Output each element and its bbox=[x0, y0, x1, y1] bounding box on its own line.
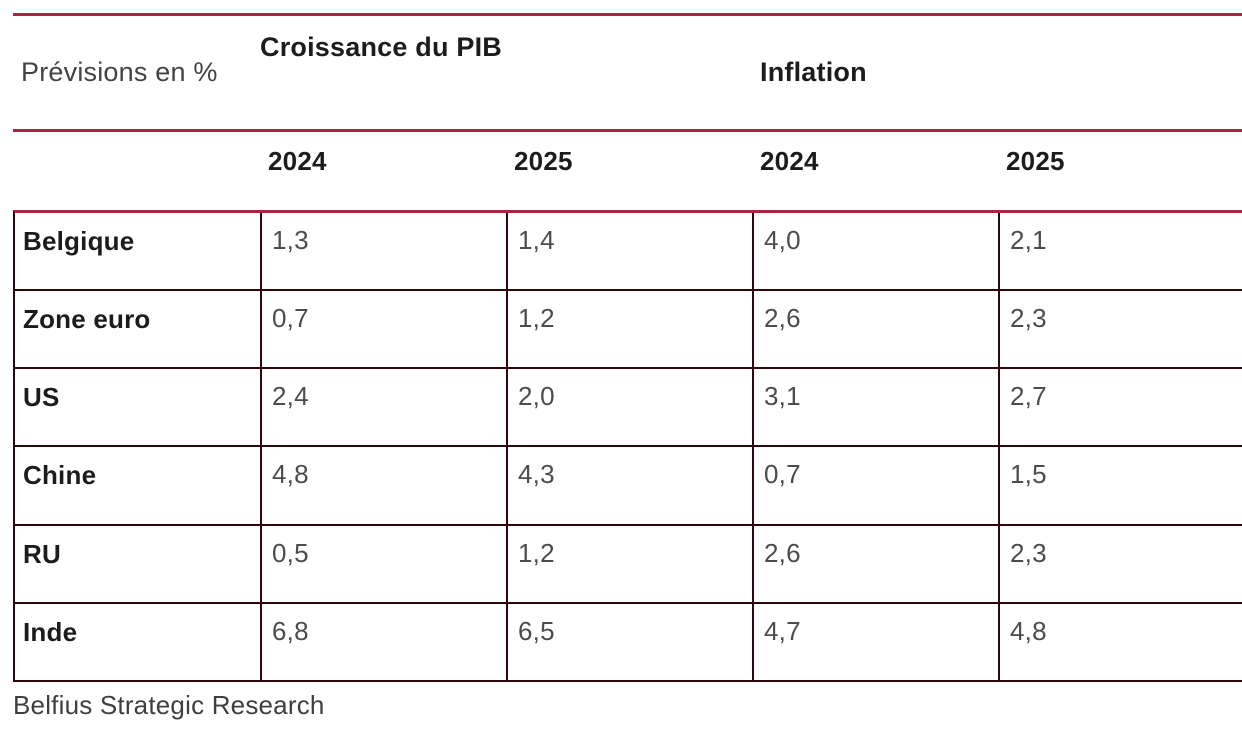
year-header-gdp-2024: 2024 bbox=[268, 146, 327, 176]
table-cell: 1,2 bbox=[506, 525, 752, 602]
top-accent-rule bbox=[13, 13, 1242, 16]
table-cell: 0,7 bbox=[260, 291, 506, 368]
source-caption: Belfius Strategic Research bbox=[13, 690, 325, 720]
table-cell: 6,5 bbox=[506, 603, 752, 680]
table-row: US 2,4 2,0 3,1 2,7 bbox=[15, 369, 1242, 448]
column-group-inflation: Inflation bbox=[760, 57, 867, 87]
year-header-inflation-2024: 2024 bbox=[760, 146, 819, 176]
table-row: Inde 6,8 6,5 4,7 4,8 bbox=[15, 603, 1242, 682]
row-label: US bbox=[23, 382, 60, 413]
table-row: Zone euro 0,7 1,2 2,6 2,3 bbox=[15, 291, 1242, 370]
table-row: Belgique 1,3 1,4 4,0 2,1 bbox=[15, 213, 1242, 292]
table-unit-label: Prévisions en % bbox=[21, 57, 218, 87]
row-label: Inde bbox=[23, 616, 78, 647]
table-cell: 2,6 bbox=[752, 291, 998, 368]
table-cell: 4,8 bbox=[260, 447, 506, 524]
table-cell: 2,3 bbox=[998, 291, 1242, 368]
table-row: Chine 4,8 4,3 0,7 1,5 bbox=[15, 447, 1242, 526]
table-cell: 0,7 bbox=[752, 447, 998, 524]
table-cell: 2,1 bbox=[998, 213, 1242, 290]
table-cell: 1,3 bbox=[260, 213, 506, 290]
year-header-gdp-2025: 2025 bbox=[514, 146, 573, 176]
table-cell: 1,2 bbox=[506, 291, 752, 368]
year-header-row: 2024 2025 2024 2025 bbox=[13, 132, 1242, 210]
row-label: Chine bbox=[23, 460, 97, 491]
table-cell: 4,0 bbox=[752, 213, 998, 290]
year-header-inflation-2025: 2025 bbox=[1006, 146, 1065, 176]
row-label: RU bbox=[23, 538, 61, 569]
mid-accent-rule bbox=[13, 129, 1242, 132]
table-cell: 1,5 bbox=[998, 447, 1242, 524]
table-cell: 2,3 bbox=[998, 525, 1242, 602]
row-label: Zone euro bbox=[23, 304, 151, 335]
table-cell: 0,5 bbox=[260, 525, 506, 602]
table-cell: 4,3 bbox=[506, 447, 752, 524]
row-label: Belgique bbox=[23, 226, 135, 256]
table-cell: 3,1 bbox=[752, 369, 998, 446]
table-cell: 2,4 bbox=[260, 369, 506, 446]
table-cell: 2,6 bbox=[752, 525, 998, 602]
column-group-gdp-growth: Croissance du PIB bbox=[260, 32, 502, 62]
table-header-band: Prévisions en % Croissance du PIB Inflat… bbox=[13, 16, 1242, 129]
table-cell: 6,8 bbox=[260, 603, 506, 680]
table-cell: 1,4 bbox=[506, 213, 752, 290]
table-row: RU 0,5 1,2 2,6 2,3 bbox=[15, 525, 1242, 604]
table-cell: 2,7 bbox=[998, 369, 1242, 446]
table-cell: 2,0 bbox=[506, 369, 752, 446]
table-cell: 4,7 bbox=[752, 603, 998, 680]
table-body: Belgique 1,3 1,4 4,0 2,1 Zone euro 0,7 1… bbox=[13, 210, 1242, 682]
table-cell: 4,8 bbox=[998, 603, 1242, 680]
